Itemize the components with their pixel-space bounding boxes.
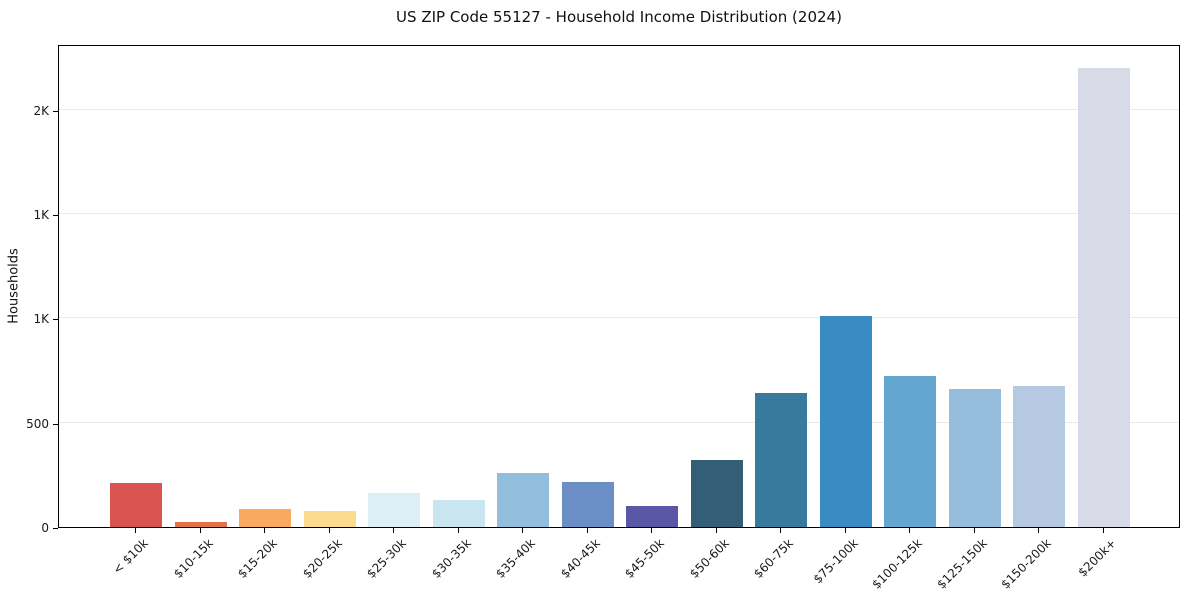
x-tick-label: $50-60k [686,536,732,581]
x-tick-label: $150-200k [998,536,1055,590]
x-tick-label: $25-30k [364,536,410,581]
bar [819,316,872,527]
y-tick-label: 1K [33,208,49,223]
x-tick-mark [1038,528,1040,533]
gridline [59,213,1179,215]
x-tick-mark [328,528,330,533]
x-tick-mark [1103,528,1104,533]
x-tick-label: $200k+ [1075,536,1119,580]
y-tick-label: 1K [33,312,49,327]
x-tick-mark [586,528,588,533]
x-tick-mark [393,528,395,533]
y-tick-mark [53,215,58,217]
gridline [59,317,1179,319]
bar [432,499,485,527]
x-tick-label: $45-50k [622,536,668,581]
y-tick-mark [53,528,58,529]
x-tick-label: $30-35k [428,536,474,581]
x-tick-label: $20-25k [299,536,345,581]
x-tick-label: $15-20k [235,536,280,581]
x-tick-label: $125-150k [934,536,990,590]
gridline [59,421,1179,423]
x-tick-mark [844,528,846,533]
bar [626,506,679,527]
y-tick-mark [53,110,58,112]
x-tick-mark [909,528,911,533]
bar [174,521,227,527]
x-tick-mark [715,528,717,533]
chart-title: US ZIP Code 55127 - Household Income Dis… [396,8,842,26]
bar [239,509,292,527]
y-tick-label: 2K [33,103,49,118]
x-tick-mark [522,528,524,533]
x-tick-mark [973,528,975,533]
x-tick-label: < $10k [110,536,151,577]
x-tick-mark [199,528,201,533]
bar [110,483,162,527]
x-tick-mark [264,528,266,533]
x-tick-mark [135,528,136,533]
y-tick-label: 500 [26,416,49,431]
bar [303,511,356,527]
x-tick-mark [457,528,459,533]
x-tick-label: $10-15k [170,536,216,581]
bar [690,460,743,527]
y-axis-label: Households [6,248,22,324]
x-tick-label: $35-40k [493,536,539,581]
x-tick-label: $75-100k [810,536,861,587]
bar [368,492,421,527]
x-tick-label: $100-125k [869,536,926,590]
bar [755,392,808,527]
x-tick-mark [651,528,653,533]
y-tick-mark [53,319,58,321]
y-tick-mark [53,423,58,425]
plot-area [58,45,1180,528]
y-tick-label: 0 [41,521,49,535]
bar [948,389,1001,527]
gridline [59,108,1179,110]
x-tick-label: $60-75k [751,536,797,581]
x-tick-mark [780,528,782,533]
x-tick-label: $40-45k [557,536,603,581]
bar [1013,386,1066,527]
bar [884,375,937,527]
bar [561,482,614,527]
bar [497,472,550,527]
bar [1078,68,1130,527]
